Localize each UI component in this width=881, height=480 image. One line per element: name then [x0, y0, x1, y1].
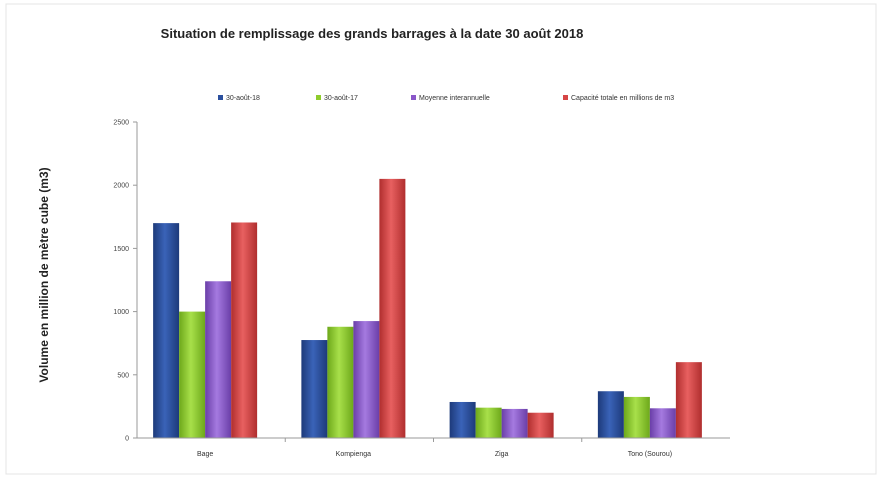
bar-2-0 — [205, 281, 232, 438]
chart-title: Situation de remplissage des grands barr… — [161, 26, 584, 41]
y-axis: 0 500 1000 1500 2000 2500 — [113, 120, 138, 443]
y-tick-label: 1500 — [113, 246, 129, 253]
bar-1-2 — [475, 407, 502, 438]
x-category-label: Kompienga — [336, 451, 372, 458]
legend-swatch — [563, 95, 568, 100]
bar-3-2 — [527, 412, 554, 438]
y-tick-label: 1000 — [113, 309, 129, 316]
bar-0-1 — [301, 340, 328, 438]
x-axis: Bage Kompienga Ziga Tono (Sourou) — [137, 437, 730, 458]
bars-group — [153, 178, 702, 438]
y-tick-label: 0 — [125, 436, 129, 443]
bar-3-0 — [231, 222, 258, 438]
chart-frame — [5, 3, 877, 475]
bar-2-2 — [501, 408, 528, 438]
x-category-label: Ziga — [495, 451, 509, 458]
y-axis-label: Volume en million de mètre cube (m3) — [37, 167, 51, 382]
legend-swatch — [218, 95, 223, 100]
bar-3-3 — [675, 362, 702, 438]
x-category-label: Tono (Sourou) — [628, 451, 672, 458]
legend-label: Capacité totale en millions de m3 — [571, 95, 674, 102]
bar-1-0 — [179, 311, 206, 438]
y-tick-label: 2000 — [113, 183, 129, 190]
x-category-label: Bage — [197, 451, 213, 458]
y-tick-label: 2500 — [113, 120, 129, 127]
bar-1-3 — [623, 396, 650, 438]
legend: 30-août-18 30-août-17 Moyenne interannuell… — [218, 95, 674, 102]
legend-label: Moyenne interannuelle — [419, 95, 490, 102]
y-tick-label: 500 — [117, 372, 129, 379]
bar-2-3 — [649, 408, 676, 438]
bar-2-1 — [353, 321, 380, 438]
bar-0-2 — [449, 401, 476, 438]
bar-1-1 — [327, 326, 354, 438]
legend-swatch — [411, 95, 416, 100]
legend-swatch — [316, 95, 321, 100]
bar-0-0 — [153, 223, 180, 438]
legend-label: 30-août-17 — [324, 95, 358, 102]
legend-label: 30-août-18 — [226, 95, 260, 102]
bar-3-1 — [379, 178, 406, 438]
bar-0-3 — [597, 391, 624, 438]
